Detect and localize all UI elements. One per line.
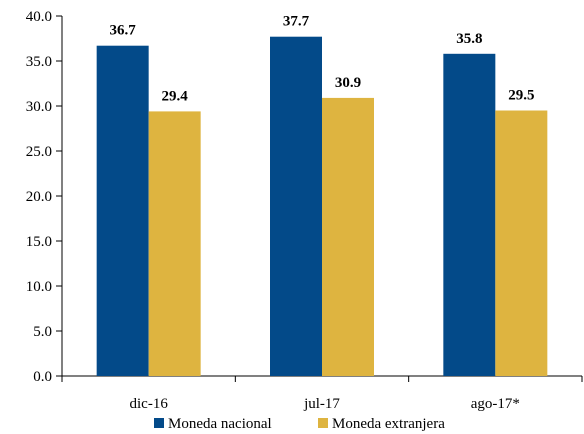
x-axis: dic-16 jul-17 ago-17*	[61, 375, 583, 412]
y-tick-label: 35.0	[26, 54, 52, 70]
y-tick-label: 10.0	[26, 279, 52, 295]
y-tick-label: 20.0	[26, 189, 52, 205]
y-tick-label: 0.0	[33, 369, 52, 385]
data-label: 29.4	[162, 88, 189, 104]
legend-label-moneda-nacional: Moneda nacional	[168, 416, 272, 432]
y-axis: 0.0 5.0 10.0 15.0 20.0 25.0 30.0 35.0 40.0	[26, 9, 63, 385]
y-tick-label: 40.0	[26, 9, 52, 25]
y-tick-label: 15.0	[26, 234, 52, 250]
x-tick-label: dic-16	[130, 396, 169, 412]
legend-swatch-moneda-nacional	[154, 418, 164, 428]
legend-swatch-moneda-extranjera	[318, 418, 328, 428]
bar-moneda-extranjera	[148, 111, 201, 377]
bars	[96, 36, 548, 377]
bar-moneda-nacional	[96, 45, 149, 376]
y-tick-label: 5.0	[33, 324, 52, 340]
data-label: 37.7	[283, 14, 310, 30]
bar-moneda-extranjera	[495, 110, 548, 376]
legend: Moneda nacional Moneda extranjera	[154, 416, 445, 432]
bar-moneda-extranjera	[322, 97, 374, 377]
data-labels: 36.7 29.4 37.7 30.9 35.8 29.5	[110, 14, 535, 105]
legend-label-moneda-extranjera: Moneda extranjera	[332, 416, 445, 432]
bar-moneda-nacional	[443, 53, 496, 377]
bar-moneda-nacional	[270, 36, 322, 376]
data-label: 29.5	[508, 88, 534, 104]
x-tick-label: jul-17	[303, 396, 340, 412]
data-label: 30.9	[335, 75, 361, 91]
data-label: 36.7	[110, 23, 137, 39]
y-tick-label: 25.0	[26, 144, 52, 160]
data-label: 35.8	[456, 31, 482, 47]
y-tick-label: 30.0	[26, 99, 52, 115]
x-tick-label: ago-17*	[471, 396, 520, 412]
